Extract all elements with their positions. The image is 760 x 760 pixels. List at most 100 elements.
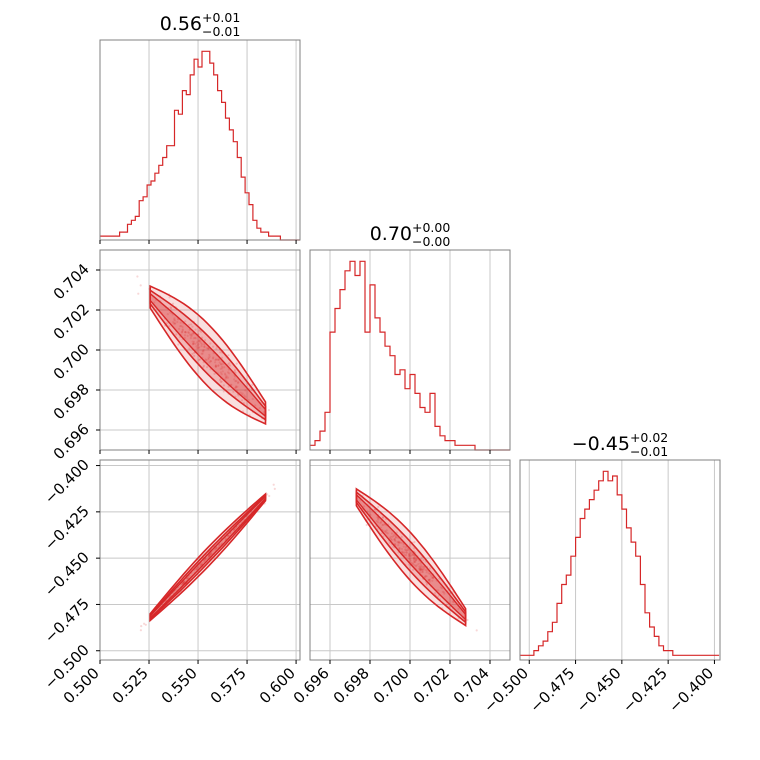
- p21-sample-point: [393, 538, 396, 541]
- p21-sample-point: [404, 546, 407, 549]
- p10-sample-point: [230, 383, 233, 386]
- p10-sample-point: [184, 320, 187, 323]
- p10-sample-point: [191, 352, 194, 356]
- p10-sample-point: [221, 365, 224, 368]
- p21-sample-point: [422, 558, 425, 562]
- p20-sample-point: [197, 566, 200, 569]
- p21-sample-point: [466, 618, 469, 622]
- p10-sample-point: [189, 333, 192, 336]
- p10-sample-point: [214, 365, 217, 368]
- p21-sample-point: [400, 547, 403, 551]
- p10-sample-point: [174, 322, 177, 325]
- p21-sample-point: [425, 575, 428, 578]
- p10-sample-point: [232, 390, 235, 393]
- p21-sample-point: [414, 556, 417, 560]
- p21-sample-point: [412, 556, 416, 560]
- p10-sample-point: [193, 351, 196, 354]
- p2-title-minus: −0.01: [630, 444, 668, 459]
- p10-sample-point: [222, 384, 225, 387]
- p10-sample-point: [209, 360, 212, 363]
- p20-sample-point: [201, 562, 204, 565]
- p21-sample-point: [413, 557, 416, 561]
- p10-sample-point: [200, 352, 203, 355]
- p10-sample-point: [233, 378, 236, 381]
- p10-sample-point: [202, 348, 205, 352]
- p21-sample-point: [428, 579, 431, 582]
- p10-sample-point: [205, 359, 208, 362]
- p2-xticklabel: −0.400: [665, 664, 717, 716]
- p10-sample-point: [190, 335, 193, 338]
- p21-sample-point: [432, 577, 435, 580]
- p21-contour: [355, 493, 467, 622]
- p20-xticklabel: 0.575: [207, 664, 250, 707]
- p20-sample-point: [203, 559, 206, 562]
- p21-sample-point: [391, 535, 394, 539]
- p10-sample-point: [198, 329, 201, 332]
- p21-sample-point: [424, 568, 427, 572]
- p1-title-value: 0.70: [370, 223, 412, 245]
- p20-yticklabel: −0.425: [41, 502, 93, 554]
- p21-sample-point: [408, 557, 411, 560]
- p21-sample-point: [397, 540, 400, 543]
- p21-sample-point: [408, 554, 411, 558]
- p20-sample-point: [204, 557, 207, 561]
- p21-xticklabel: 0.700: [370, 664, 413, 707]
- p10-yticklabel: 0.700: [50, 340, 93, 383]
- p21-sample-point: [418, 569, 421, 572]
- p20-sample-point: [186, 577, 189, 580]
- p20-sample-point: [229, 532, 232, 535]
- p20-sample-point: [210, 552, 213, 555]
- p10-sample-point: [171, 302, 175, 305]
- p10-sample-point: [198, 339, 201, 342]
- p10-sample-point: [200, 330, 203, 333]
- p10-sample-point: [217, 364, 220, 367]
- p10-sample-point: [191, 342, 195, 346]
- p21-sample-point: [411, 562, 414, 565]
- p21-sample-point: [437, 589, 440, 592]
- p10-sample-point: [187, 331, 190, 334]
- p20-sample-point: [181, 581, 184, 584]
- p1-title-minus: −0.00: [412, 234, 450, 249]
- p21-sample-point: [414, 565, 417, 568]
- p20-sample-point: [218, 543, 221, 547]
- p21-sample-point: [414, 559, 418, 562]
- p20-sample-point: [204, 558, 207, 561]
- p10-sample-point: [221, 370, 224, 373]
- p21-sample-point: [431, 579, 434, 582]
- p10-sample-point: [204, 358, 207, 361]
- p10-sample-point: [208, 353, 211, 356]
- p10-sample-point: [224, 373, 227, 376]
- p10-sample-point: [225, 377, 228, 380]
- p20-xticklabel: 0.525: [109, 664, 152, 707]
- p10-sample-point: [234, 380, 237, 383]
- p10-sample-point: [194, 328, 197, 331]
- p10-sample-point: [244, 395, 247, 398]
- p20-sample-point: [209, 553, 212, 556]
- p10-sample-point: [195, 341, 199, 344]
- p10-sample-point: [197, 343, 200, 346]
- p21-sample-point: [421, 568, 424, 571]
- p10-sample-point: [212, 345, 215, 348]
- p10-sample-point: [198, 340, 201, 343]
- p21-sample-point: [393, 538, 396, 541]
- p10-sample-point: [220, 373, 223, 376]
- p10-sample-point: [176, 320, 179, 324]
- p20-sample-point: [139, 629, 142, 632]
- p10-sample-point: [186, 334, 189, 337]
- p20-sample-point: [196, 566, 199, 569]
- p10-sample-point: [172, 322, 175, 325]
- p0-title-plus: +0.01: [202, 10, 240, 25]
- p21-sample-point: [400, 541, 403, 544]
- p21-sample-point: [427, 578, 430, 581]
- p10-sample-point: [198, 358, 201, 362]
- p10-sample-point: [217, 358, 220, 361]
- p21-xticklabel: 0.696: [290, 664, 333, 707]
- p21-sample-point: [397, 544, 400, 547]
- p10-sample-point: [168, 325, 171, 328]
- p21-sample-point: [427, 572, 430, 575]
- p20-sample-point: [199, 563, 202, 566]
- p10-sample-point: [181, 329, 184, 332]
- p10-sample-point: [198, 346, 201, 349]
- p21-sample-point: [402, 545, 405, 548]
